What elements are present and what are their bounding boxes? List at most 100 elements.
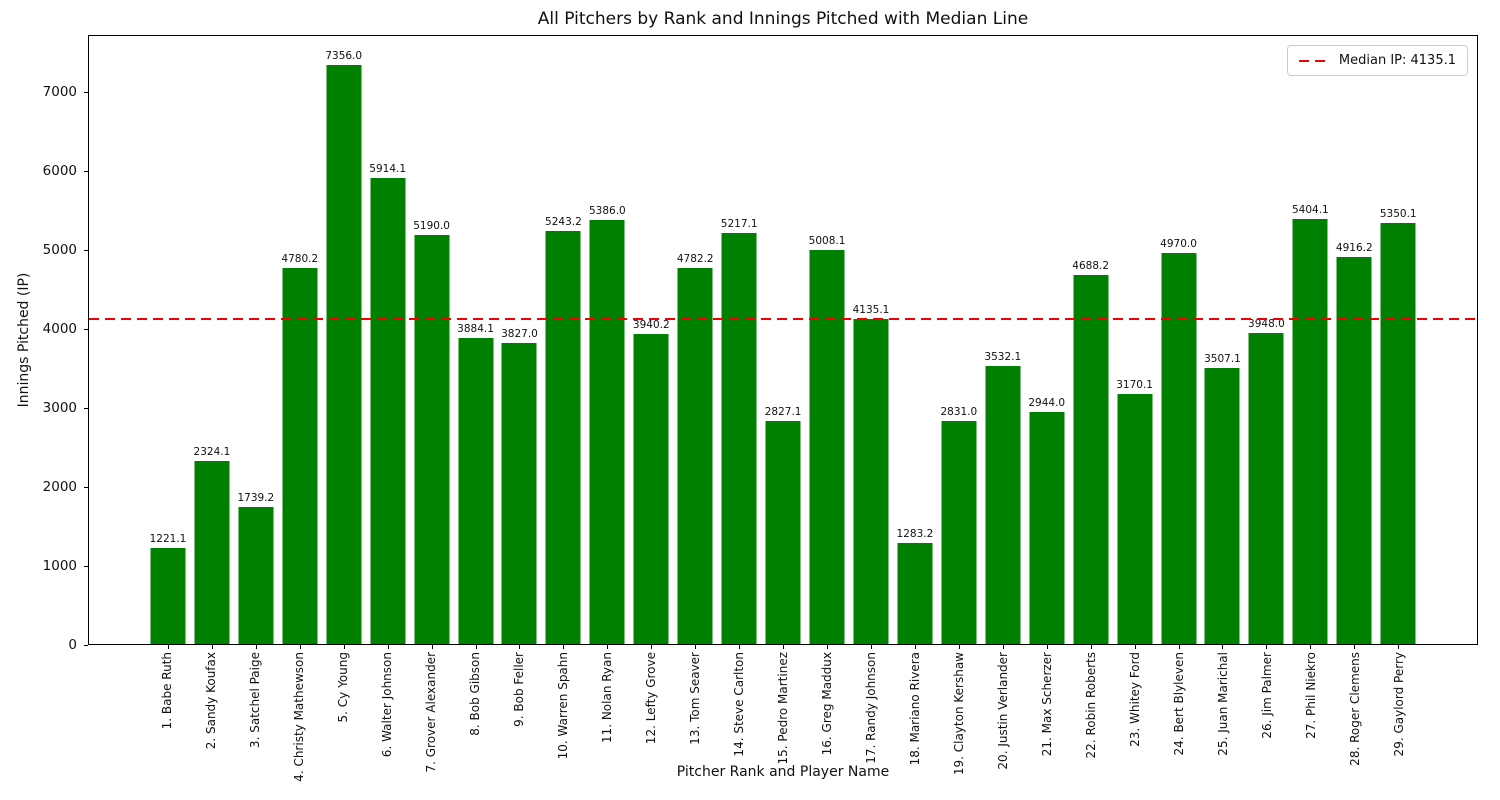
y-tick-mark [84, 644, 88, 646]
x-tick-slot: 15. Pedro Martinez [761, 652, 805, 765]
bar-slot: 5243.2 [541, 36, 585, 649]
x-tick-label: 7. Grover Alexander [424, 652, 438, 773]
bar-value-label: 3940.2 [632, 318, 670, 331]
x-tick-label: 16. Greg Maddux [820, 652, 834, 756]
bar [765, 421, 801, 644]
bar-slot: 4688.2 [1069, 36, 1113, 649]
x-tick-slot: 18. Mariano Rivera [893, 652, 937, 766]
x-tick-slot: 19. Clayton Kershaw [937, 652, 981, 775]
x-tick-slot: 1. Babe Ruth [145, 652, 189, 764]
x-tick-mark [475, 645, 477, 649]
x-tick-label: 9. Bob Feller [512, 652, 526, 727]
x-tick-slot: 11. Nolan Ryan [585, 652, 629, 764]
bar [633, 333, 669, 644]
x-tick-label: 12. Lefty Grove [644, 652, 658, 745]
x-tick-label: 8. Bob Gibson [468, 652, 482, 736]
legend-label: Median IP: 4135.1 [1338, 53, 1456, 68]
x-tick-slot: 8. Bob Gibson [453, 652, 497, 764]
x-tick-slot: 22. Robin Roberts [1069, 652, 1113, 764]
x-axis-label: Pitcher Rank and Player Name [676, 764, 890, 780]
x-axis-tick-labels: 1. Babe Ruth 2. Sandy Koufax 3. Satchel Pa… [145, 652, 1421, 782]
x-tick-label: 18. Mariano Rivera [908, 652, 922, 766]
bar [1204, 367, 1240, 644]
bar-slot: 4916.2 [1332, 36, 1376, 649]
x-tick-mark [1090, 645, 1092, 649]
bar [809, 249, 845, 644]
bar-slot: 3507.1 [1201, 36, 1245, 649]
bar-value-label: 5404.1 [1291, 203, 1329, 216]
y-tick-mark [84, 328, 88, 330]
x-tick-label: 13. Tom Seaver [688, 652, 702, 745]
bar-value-label: 4916.2 [1335, 242, 1373, 255]
x-tick-mark [739, 645, 741, 649]
x-tick-label: 15. Pedro Martinez [776, 652, 790, 765]
x-tick-mark [651, 645, 653, 649]
bar [150, 547, 186, 644]
x-tick-slot: 28. Roger Clemens [1333, 652, 1377, 766]
x-tick-mark [695, 645, 697, 649]
x-tick-label: 29. Gaylord Perry [1392, 652, 1406, 757]
x-tick-slot: 21. Max Scherzer [1025, 652, 1069, 764]
bar [238, 507, 274, 644]
x-tick-label: 17. Randy Johnson [864, 652, 878, 764]
x-tick-mark [1354, 645, 1356, 649]
bar-value-label: 3507.1 [1204, 352, 1241, 365]
bar [1380, 222, 1416, 644]
bar-slot: 3948.0 [1244, 36, 1288, 649]
bar-value-label: 5386.0 [588, 205, 626, 218]
x-tick-mark [607, 645, 609, 649]
y-tick-label: 2000 [42, 479, 77, 496]
bar [458, 338, 494, 644]
bar-value-label: 5243.2 [545, 216, 582, 229]
bar-slot: 1283.2 [893, 36, 937, 649]
x-tick-label: 25. Juan Marichal [1216, 652, 1230, 756]
bar [1073, 274, 1109, 644]
bar-slot: 3827.0 [498, 36, 542, 649]
x-tick-slot: 16. Greg Maddux [805, 652, 849, 764]
bar-slot: 4135.1 [849, 36, 893, 649]
bar [1248, 333, 1284, 644]
bar-value-label: 2944.0 [1028, 397, 1066, 410]
x-tick-mark [1046, 645, 1048, 649]
x-tick-mark [827, 645, 829, 649]
bar [282, 267, 318, 644]
bar [1029, 412, 1065, 644]
x-tick-mark [1002, 645, 1004, 649]
x-tick-label: 20. Justin Verlander [996, 652, 1010, 770]
bar-value-label: 7356.0 [325, 49, 363, 62]
bar-slot: 4970.0 [1157, 36, 1201, 649]
bar-slot: 5386.0 [585, 36, 629, 649]
bar [853, 318, 889, 644]
bar-value-label: 5217.1 [720, 218, 758, 231]
x-tick-slot: 23. Whitey Ford [1113, 652, 1157, 764]
bar-slot: 5008.1 [805, 36, 849, 649]
x-tick-slot: 2. Sandy Koufax [189, 652, 233, 764]
y-tick-label: 5000 [42, 242, 77, 259]
x-tick-mark [1266, 645, 1268, 649]
x-tick-label: 28. Roger Clemens [1348, 652, 1362, 766]
x-tick-mark [563, 645, 565, 649]
bar-value-label: 4688.2 [1072, 259, 1110, 272]
bar-slot: 1739.2 [234, 36, 278, 649]
bar-slot: 3884.1 [454, 36, 498, 649]
median-line [89, 317, 1477, 320]
x-tick-label: 10. Warren Spahn [556, 652, 570, 760]
bar [414, 235, 450, 644]
y-tick-label: 6000 [42, 163, 77, 180]
legend: Median IP: 4135.1 [1286, 45, 1468, 76]
chart-title: All Pitchers by Rank and Innings Pitched… [537, 9, 1029, 29]
x-tick-mark [1134, 645, 1136, 649]
x-tick-label: 26. Jim Palmer [1260, 652, 1274, 739]
bar-slot: 3940.2 [629, 36, 673, 649]
bar-value-label: 5350.1 [1379, 207, 1417, 220]
median-line-legend-swatch [1298, 59, 1329, 62]
bar [721, 233, 757, 644]
x-tick-slot: 13. Tom Seaver [673, 652, 717, 764]
bar-value-label: 5008.1 [808, 234, 846, 247]
bar [1336, 257, 1372, 644]
x-tick-slot: 10. Warren Spahn [541, 652, 585, 764]
bar-value-label: 3170.1 [1116, 379, 1153, 392]
bar-slot: 5404.1 [1288, 36, 1332, 649]
bar-value-label: 3827.0 [501, 327, 538, 340]
x-tick-mark [1398, 645, 1400, 649]
